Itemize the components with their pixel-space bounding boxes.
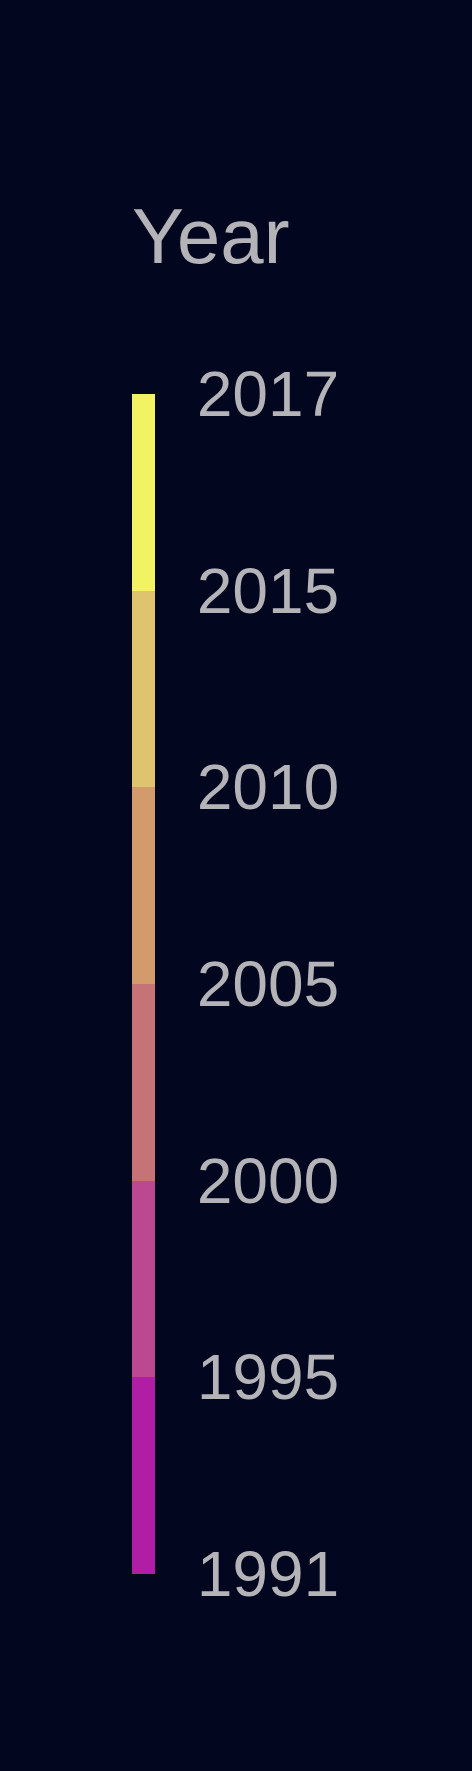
tick-label-1995: 1995 bbox=[143, 1335, 393, 1419]
tick-label-1991: 1991 bbox=[143, 1532, 393, 1616]
tick-label-2015: 2015 bbox=[143, 549, 393, 633]
tick-label-2010: 2010 bbox=[143, 745, 393, 829]
tick-label-2005: 2005 bbox=[143, 942, 393, 1026]
tick-label-2000: 2000 bbox=[143, 1139, 393, 1223]
tick-label-2017: 2017 bbox=[143, 352, 393, 436]
legend-title: Year bbox=[132, 192, 290, 280]
